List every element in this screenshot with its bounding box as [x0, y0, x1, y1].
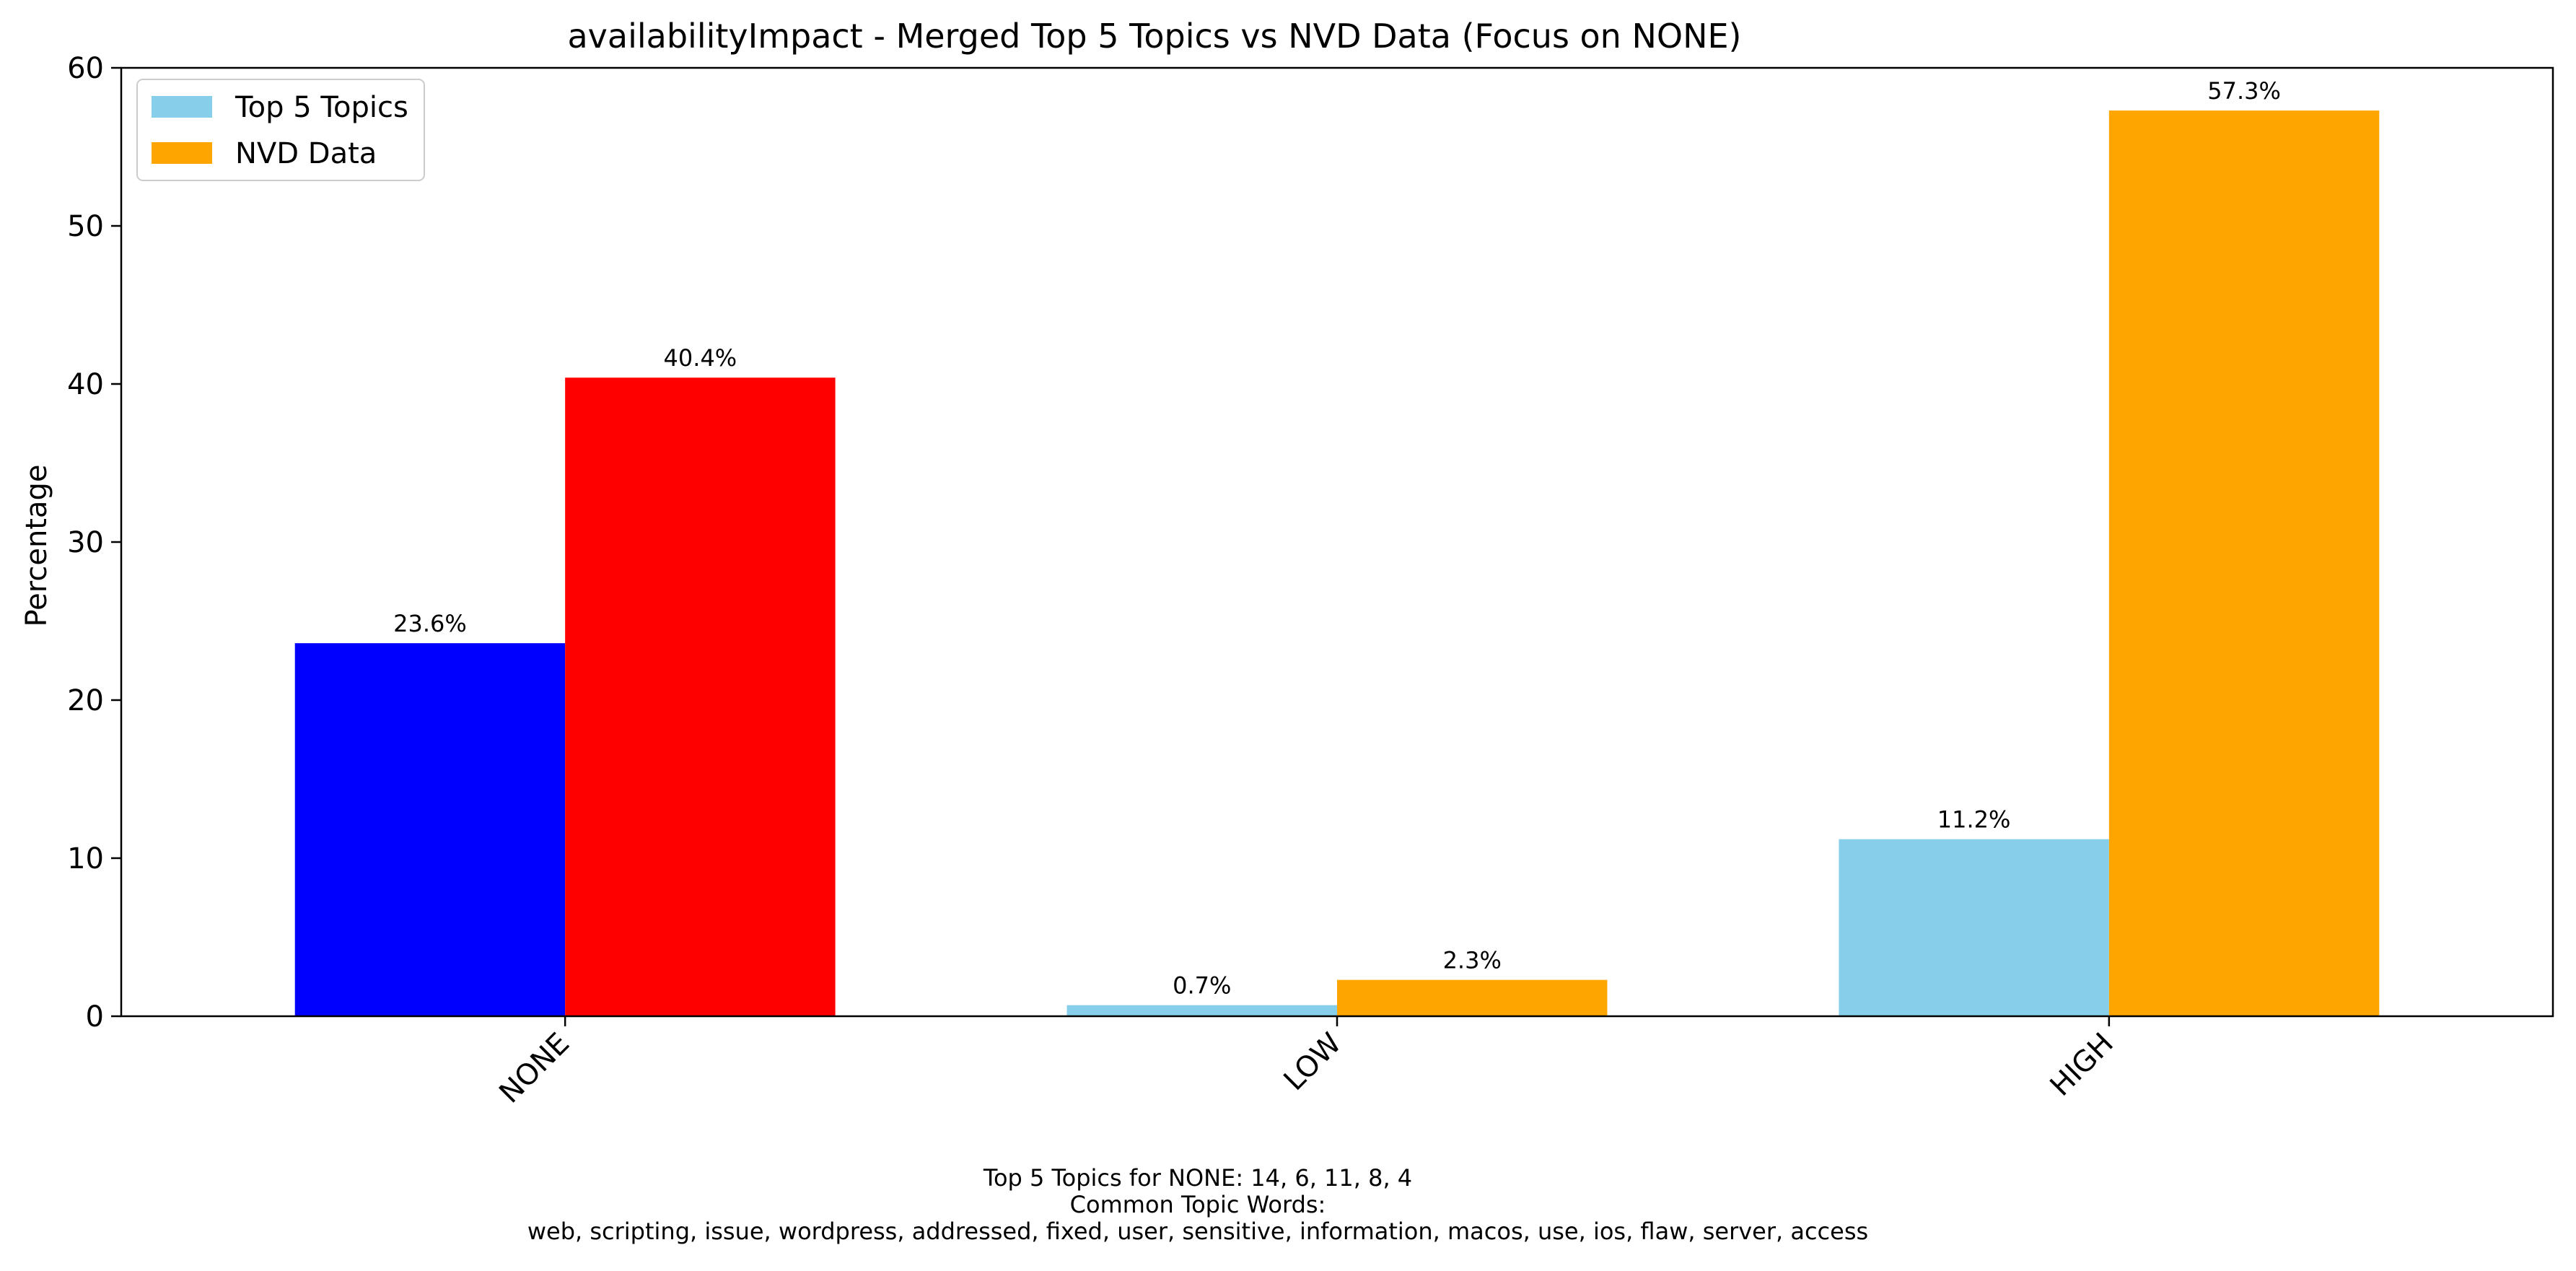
annotation-line-words: web, scripting, issue, wordpress, addres… [527, 1218, 1868, 1245]
legend: Top 5 Topics NVD Data [136, 79, 425, 181]
bar-value-label: 40.4% [664, 344, 737, 372]
chart-title: availabilityImpact - Merged Top 5 Topics… [567, 17, 1741, 56]
y-tick-label: 40 [67, 368, 104, 401]
bar-nvd-data-high [2108, 110, 2380, 1016]
legend-label-nvd-data: NVD Data [235, 137, 377, 170]
legend-label-top-5-topics: Top 5 Topics [235, 91, 408, 124]
bar-labels-layer: 23.6% 0.7% 11.2% 40.4% 2.3% 57.3% [393, 77, 2281, 1000]
legend-swatch-top-5-topics [152, 96, 212, 118]
y-axis-label: Percentage [20, 464, 53, 626]
bar-value-label: 2.3% [1443, 947, 1502, 974]
annotation-line-heading: Common Topic Words: [1070, 1191, 1326, 1218]
legend-swatch-nvd-data [152, 142, 212, 164]
y-tick-label: 30 [67, 526, 104, 559]
bar-value-label: 11.2% [1937, 806, 2011, 834]
bar-top-5-topics-none [294, 643, 566, 1016]
bar-value-label: 57.3% [2207, 77, 2281, 105]
bar-value-label: 23.6% [393, 610, 467, 637]
annotation-line-topics: Top 5 Topics for NONE: 14, 6, 11, 8, 4 [983, 1164, 1412, 1192]
y-tick-label: 20 [67, 684, 104, 717]
y-tick-label: 50 [67, 210, 104, 243]
bar-nvd-data-low [1337, 979, 1608, 1016]
y-tick-label: 10 [67, 842, 104, 875]
bars-layer [294, 110, 2380, 1016]
bar-nvd-data-none [565, 377, 836, 1016]
bar-top-5-topics-high [1839, 839, 2109, 1016]
y-axis: 0 10 20 30 40 50 60 [67, 52, 121, 1034]
bar-top-5-topics-low [1066, 1005, 1337, 1016]
topic-words-annotation: Top 5 Topics for NONE: 14, 6, 11, 8, 4 C… [527, 1164, 1868, 1245]
bar-value-label: 0.7% [1173, 972, 1231, 1000]
y-tick-label: 0 [86, 1000, 104, 1034]
y-tick-label: 60 [67, 52, 104, 85]
